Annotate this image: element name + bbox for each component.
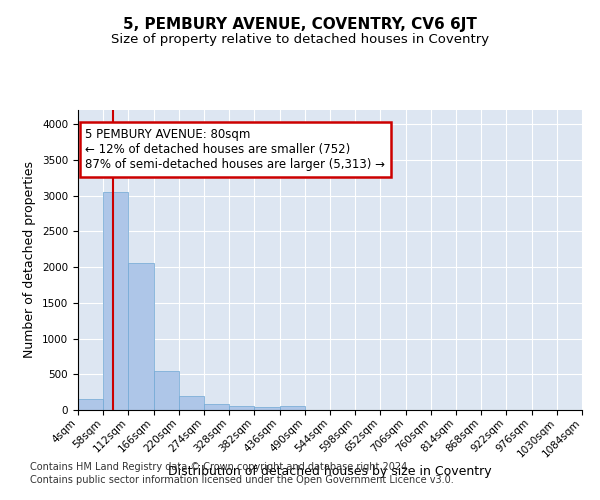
Text: 5 PEMBURY AVENUE: 80sqm
← 12% of detached houses are smaller (752)
87% of semi-d: 5 PEMBURY AVENUE: 80sqm ← 12% of detache…: [85, 128, 385, 171]
Bar: [254, 407, 280, 410]
Bar: [179, 396, 204, 410]
Text: Size of property relative to detached houses in Coventry: Size of property relative to detached ho…: [111, 32, 489, 46]
Bar: [229, 406, 254, 410]
Bar: [204, 404, 229, 410]
Text: Contains HM Land Registry data © Crown copyright and database right 2024.: Contains HM Land Registry data © Crown c…: [30, 462, 410, 472]
Bar: [78, 400, 103, 410]
Text: 5, PEMBURY AVENUE, COVENTRY, CV6 6JT: 5, PEMBURY AVENUE, COVENTRY, CV6 6JT: [123, 18, 477, 32]
Bar: [103, 192, 128, 410]
Bar: [154, 370, 179, 410]
Y-axis label: Number of detached properties: Number of detached properties: [23, 162, 37, 358]
Bar: [128, 263, 154, 410]
X-axis label: Distribution of detached houses by size in Coventry: Distribution of detached houses by size …: [168, 464, 492, 477]
Text: Contains public sector information licensed under the Open Government Licence v3: Contains public sector information licen…: [30, 475, 454, 485]
Bar: [280, 406, 305, 410]
